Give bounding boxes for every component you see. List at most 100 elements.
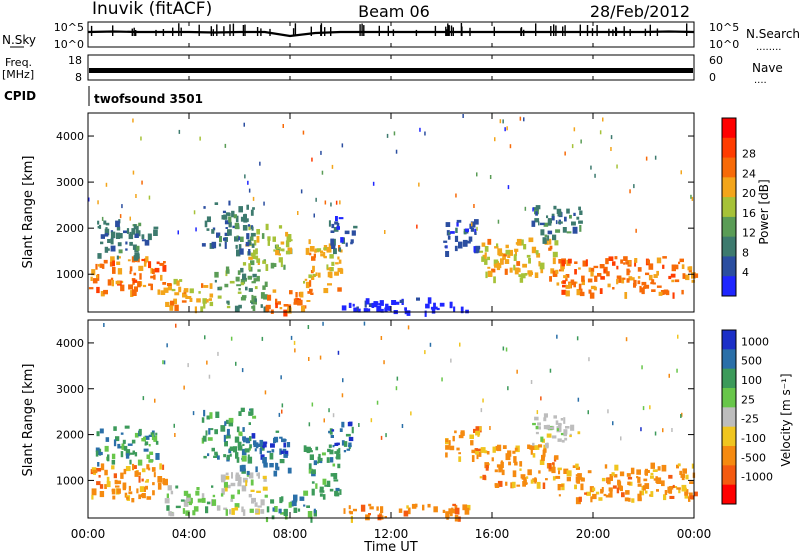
range-gate-cell [98,475,101,478]
range-gate-cell [564,151,566,156]
range-gate-cell [154,267,160,273]
range-gate-cell [619,471,625,477]
range-gate-cell [92,278,98,284]
range-gate-cell [676,464,679,469]
range-gate-cell [148,283,152,286]
range-gate-cell [566,470,572,477]
range-gate-cell [508,461,511,466]
range-gate-cell [547,219,552,226]
range-gate-cell [505,481,508,486]
range-gate-cell [650,491,654,497]
range-gate-cell [418,182,420,187]
range-gate-cell [512,470,517,478]
range-gate-cell [265,517,269,523]
range-gate-cell [90,276,93,281]
range-gate-cell [250,479,254,486]
range-gate-cell [651,279,655,283]
range-gate-cell [667,486,673,493]
time-axis: 00:00 04:00 08:00 12:00 16:00 20:00 00:00 [71,22,711,541]
range-gate-cell [138,222,142,227]
range-gate-cell [212,227,216,231]
range-gate-cell [141,258,146,262]
range-gate-cell [315,483,318,489]
range-gate-cell [144,441,149,446]
range-gate-cell [482,398,484,403]
range-gate-cell [637,493,642,501]
range-gate-cell [278,508,282,514]
range-gate-cell [607,283,611,288]
range-gate-cell [608,256,614,261]
range-gate-cell [612,421,614,426]
range-gate-cell [306,448,310,454]
range-gate-cell [624,497,629,502]
range-gate-cell [225,227,228,229]
range-gate-cell [429,342,432,347]
range-gate-cell [311,256,316,261]
range-gate-cell [474,248,479,254]
range-gate-cell [515,242,521,245]
range-gate-cell [671,279,675,283]
range-gate-cell [246,470,250,476]
range-gate-cell [614,256,618,260]
range-gate-cell [279,459,285,464]
range-gate-cell [556,428,560,432]
range-gate-cell [575,466,580,470]
range-gate-cell [493,276,496,284]
range-gate-cell [441,377,443,382]
range-gate-cell [134,252,140,259]
range-gate-cell [609,490,613,498]
range-gate-cell [150,275,154,279]
range-gate-cell [253,440,257,446]
range-gate-cell [371,302,375,308]
range-gate-cell [148,195,151,200]
range-gate-cell [351,426,354,434]
range-gate-cell [557,211,562,217]
velocity-colorbar-tick: -500 [741,451,766,464]
range-gate-cell [616,265,619,270]
range-gate-cell [112,260,115,267]
range-gate-cell [160,290,166,295]
range-gate-cell [285,240,290,248]
range-gate-cell [106,248,110,251]
range-gate-cell [620,259,624,264]
range-gate-cell [656,285,662,288]
range-gate-cell [333,227,339,232]
range-gate-cell [328,243,332,249]
range-gate-cell [251,243,255,248]
range-gate-cell [450,231,455,234]
range-gate-cell [564,437,568,441]
range-gate-cell [322,494,326,500]
range-gate-cell [256,275,260,282]
range-gate-cell [693,491,698,497]
range-gate-cell [339,428,343,432]
range-gate-cell [363,321,366,326]
range-gate-cell [348,445,351,449]
range-gate-cell [333,473,338,480]
range-gate-cell [309,280,312,287]
range-gate-cell [104,246,109,253]
velocity-colorbar-swatch [722,330,736,350]
range-gate-cell [134,432,139,438]
range-gate-cell [287,467,292,474]
range-gate-cell [111,459,116,465]
range-gate-cell [129,266,133,272]
range-gate-cell [247,275,252,280]
range-gate-cell [599,130,602,135]
velocity-colorbar-swatch [722,368,736,389]
range-gate-cell [637,483,642,487]
range-gate-cell [529,445,533,450]
range-gate-cell [494,246,499,249]
range-gate-cell [269,463,274,468]
range-gate-cell [688,496,691,502]
range-gate-cell [403,510,409,517]
range-gate-cell [614,464,619,471]
range-gate-cell [369,506,374,510]
range-gate-cell [238,288,241,291]
range-gate-cell [514,447,518,451]
power-colorbar-swatch [722,157,736,178]
range-gate-cell [126,496,129,500]
sky-right-tick-bottom: 10^0 [709,38,739,51]
range-gate-cell [580,288,583,295]
range-gate-cell [637,276,641,279]
